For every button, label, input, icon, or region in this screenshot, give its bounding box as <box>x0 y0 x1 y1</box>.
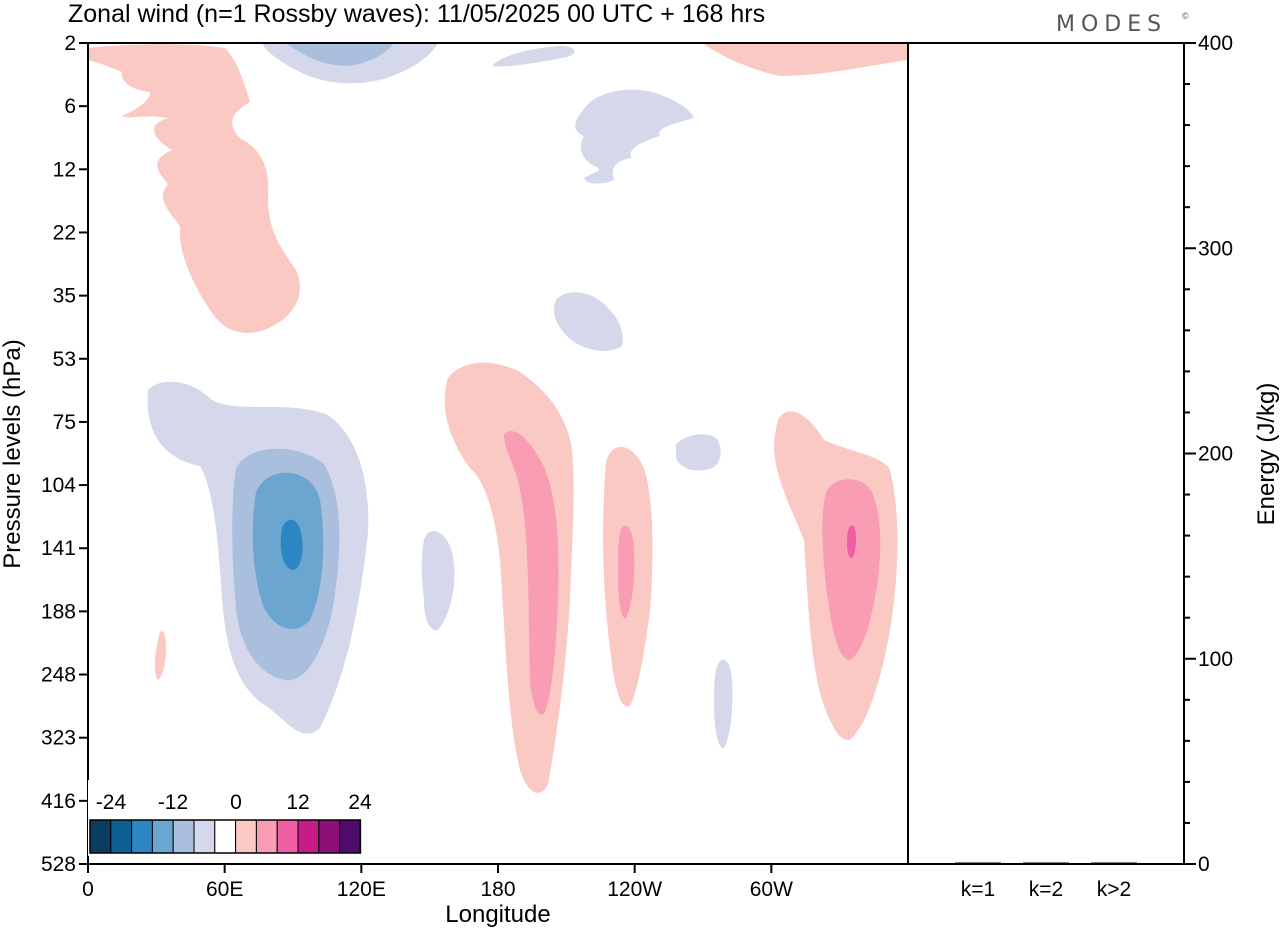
contour-positive-upper-plume <box>88 44 300 334</box>
energy-tick-label: 300 <box>1198 237 1233 260</box>
energy-tick-label: 0 <box>1198 853 1210 876</box>
pressure-tick-label: 53 <box>53 348 76 371</box>
colorbar-swatch <box>193 819 216 854</box>
x-axis-title: Longitude <box>445 901 550 928</box>
pressure-tick-label: 141 <box>41 537 76 560</box>
colorbar-legend: -24 -12 0 12 24 <box>88 780 384 856</box>
colorbar-swatch <box>235 819 257 854</box>
longitude-tick-label: 60W <box>750 878 793 901</box>
colorbar-tick-label: -12 <box>158 791 188 814</box>
colorbar-frame <box>89 819 362 854</box>
modes-logo: MODES <box>1056 12 1167 37</box>
pressure-tick-label: 6 <box>64 95 76 118</box>
longitude-tick-label: 120E <box>337 878 386 901</box>
energy-bar <box>1091 862 1137 864</box>
contour-negative-35hpa <box>554 292 623 351</box>
modes-logo-mark: © <box>1182 11 1189 21</box>
colorbar-swatch <box>172 819 195 854</box>
pressure-tick-label: 188 <box>41 600 76 623</box>
chart-title: Zonal wind (n=1 Rossby waves): 11/05/202… <box>68 0 765 28</box>
pressure-tick-label: 12 <box>53 158 76 181</box>
pressure-tick-label: 104 <box>41 474 76 497</box>
energy-tick-label: 400 <box>1198 32 1233 55</box>
contour-positive-120w-inner <box>618 525 635 619</box>
longitude-tick-label: 60E <box>206 878 243 901</box>
colorbar-swatch <box>339 819 361 854</box>
colorbar-swatch <box>89 819 112 854</box>
pressure-tick-label: 35 <box>53 285 76 308</box>
longitude-tick-label: 0 <box>82 878 94 901</box>
colorbar-swatch <box>214 819 237 854</box>
pressure-tick-label: 2 <box>64 32 76 55</box>
pressure-tick-label: 528 <box>41 853 76 876</box>
colorbar-tick-label: 24 <box>348 791 372 814</box>
colorbar-swatch <box>110 819 133 854</box>
contour-positive-top-right <box>702 43 908 76</box>
contour-positive-40w-core <box>847 525 856 558</box>
colorbar-tick-label: 12 <box>286 791 309 814</box>
contour-negative-100w-low <box>714 659 733 749</box>
colorbar-swatch <box>151 819 174 854</box>
pressure-tick-label: 75 <box>53 411 76 434</box>
colorbar-swatch <box>255 819 278 854</box>
longitude-axis: 0 60E 120E 180 120W 60W <box>82 864 793 901</box>
colorbar-swatch <box>297 819 320 854</box>
energy-tick-label: 100 <box>1198 648 1233 671</box>
colorbar-tick-label: -24 <box>96 791 127 814</box>
contour-negative-6hpa <box>575 89 694 184</box>
colorbar-swatch <box>276 819 299 854</box>
contour-positive-sliver <box>155 630 166 680</box>
colorbar-swatch <box>318 819 341 854</box>
energy-tick-label: 200 <box>1198 443 1233 466</box>
contour-positive-180-inner <box>504 431 559 715</box>
energy-bars: k=1 k=2 k>2 <box>955 862 1137 901</box>
pressure-tick-label: 323 <box>41 727 76 750</box>
contour-negative-150e <box>421 530 455 631</box>
contour-negative-main-core <box>280 519 303 570</box>
colorbar-tick-label: 0 <box>230 791 242 814</box>
energy-category-label: k>2 <box>1097 878 1131 901</box>
energy-category-label: k=2 <box>1029 878 1063 901</box>
pressure-axis: 2 6 12 22 35 53 75 104 141 188 248 323 416 528 <box>41 32 88 876</box>
longitude-tick-label: 120W <box>607 878 662 901</box>
contour-negative-top-inner <box>286 43 394 66</box>
energy-axis: 0 100 200 300 400 <box>1184 32 1233 876</box>
pressure-tick-label: 416 <box>41 790 76 813</box>
energy-bar <box>1023 862 1069 864</box>
longitude-tick-label: 180 <box>480 878 515 901</box>
energy-axis-title: Energy (J/kg) <box>1253 383 1280 526</box>
contour-positive-40w-inner <box>822 479 881 660</box>
colorbar-swatch <box>131 819 153 854</box>
pressure-tick-label: 22 <box>53 221 76 244</box>
contour-field <box>88 43 908 864</box>
energy-category-label: k=1 <box>961 878 995 901</box>
y-axis-title: Pressure levels (hPa) <box>0 339 26 568</box>
energy-bar <box>955 862 1001 864</box>
contour-negative-95w <box>676 434 721 471</box>
pressure-tick-label: 248 <box>41 664 76 687</box>
contour-negative-top-mid <box>492 46 575 67</box>
